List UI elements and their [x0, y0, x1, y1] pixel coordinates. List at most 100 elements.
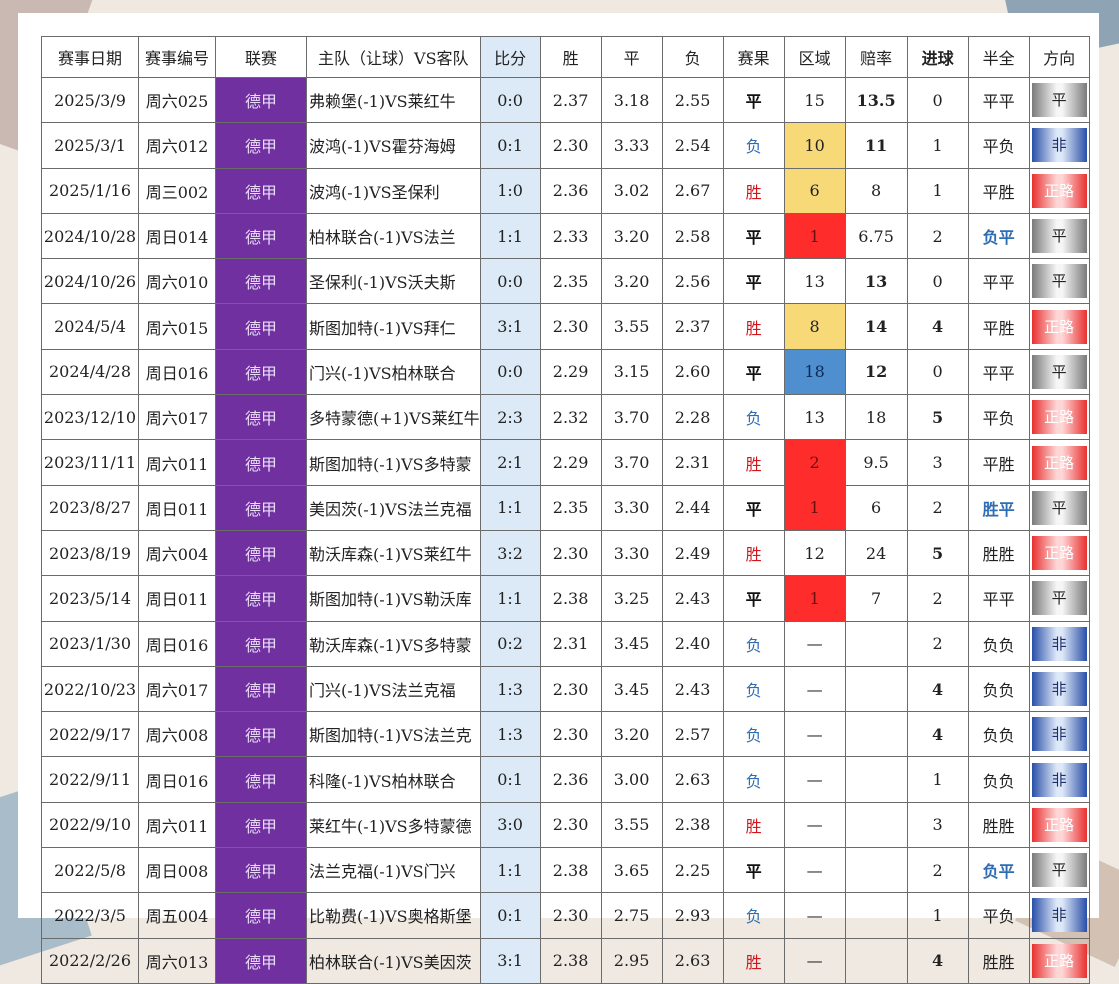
cell-goals: 3 — [906, 801, 969, 849]
cell-goals: 0 — [906, 76, 969, 124]
cell-result: 负 — [722, 620, 785, 667]
cell-score: 3:0 — [479, 801, 541, 849]
cell-score: 0:0 — [479, 76, 541, 124]
direction-badge: 非 — [1031, 717, 1087, 752]
cell-match-id: 周日014 — [138, 212, 216, 260]
cell-result: 胜 — [722, 801, 785, 849]
cell-win-odds: 2.32 — [539, 394, 602, 441]
cell-direction: 正路 — [1028, 937, 1090, 984]
cell-result: 平 — [722, 575, 785, 622]
cell-lose-odds: 2.38 — [661, 801, 724, 849]
cell-teams: 勒沃库森(-1)VS莱红牛 — [306, 529, 481, 577]
direction-badge: 正路 — [1031, 445, 1087, 480]
cell-date: 2023/11/11 — [41, 439, 139, 486]
table-row: 2023/1/30 周日016 德甲 勒沃库森(-1)VS多特蒙 0:2 2.31 3.45… — [41, 620, 1090, 667]
cell-direction: 非 — [1028, 756, 1090, 803]
cell-half-full: 负平 — [967, 212, 1030, 260]
cell-win-odds: 2.35 — [539, 258, 602, 305]
cell-score: 1:1 — [479, 847, 541, 894]
cell-direction: 正路 — [1028, 303, 1090, 350]
cell-payout: 13 — [844, 258, 908, 305]
cell-league: 德甲 — [215, 76, 307, 124]
cell-score: 3:1 — [479, 937, 541, 984]
cell-direction: 平 — [1028, 575, 1090, 622]
cell-payout: 13.5 — [844, 76, 908, 124]
cell-goals: 4 — [906, 711, 969, 758]
cell-payout — [844, 711, 908, 758]
cell-match-id: 周六013 — [138, 937, 216, 984]
cell-match-id: 周六015 — [138, 303, 216, 350]
cell-direction: 非 — [1028, 620, 1090, 667]
table-row: 2024/10/26 周六010 德甲 圣保利(-1)VS沃夫斯 0:0 2.35 3.20… — [41, 258, 1090, 305]
cell-date: 2023/12/10 — [41, 394, 139, 441]
cell-lose-odds: 2.43 — [661, 575, 724, 622]
cell-lose-odds: 2.56 — [661, 258, 724, 305]
cell-match-id: 周六025 — [138, 76, 216, 124]
table-body: 2025/3/9 周六025 德甲 弗赖堡(-1)VS莱红牛 0:0 2.37 3.18 2.… — [41, 76, 1090, 984]
cell-date: 2022/9/10 — [41, 801, 139, 849]
direction-badge: 正路 — [1031, 807, 1087, 842]
header-half-full: 半全 — [967, 36, 1030, 78]
cell-score: 0:2 — [479, 620, 541, 667]
cell-zone: 1 — [783, 212, 846, 260]
cell-goals: 4 — [906, 665, 969, 713]
table-row: 2022/9/11 周日016 德甲 科隆(-1)VS柏林联合 0:1 2.36 3.00 2… — [41, 756, 1090, 803]
cell-teams: 多特蒙德(+1)VS莱红牛 — [306, 394, 481, 441]
cell-win-odds: 2.30 — [539, 122, 602, 169]
cell-half-full: 平平 — [967, 348, 1030, 396]
table-row: 2024/10/28 周日014 德甲 柏林联合(-1)VS法兰 1:1 2.33 3.20… — [41, 212, 1090, 260]
cell-match-id: 周六011 — [138, 801, 216, 849]
cell-payout: 12 — [844, 348, 908, 396]
cell-teams: 柏林联合(-1)VS法兰 — [306, 212, 481, 260]
cell-draw-odds: 3.20 — [600, 711, 663, 758]
cell-match-id: 周六008 — [138, 711, 216, 758]
cell-payout — [844, 847, 908, 894]
cell-goals: 3 — [906, 439, 969, 486]
cell-teams: 波鸿(-1)VS霍芬海姆 — [306, 122, 481, 169]
cell-score: 1:3 — [479, 711, 541, 758]
direction-badge: 平 — [1031, 853, 1087, 888]
cell-date: 2022/2/26 — [41, 937, 139, 984]
cell-zone: 12 — [783, 529, 846, 577]
cell-lose-odds: 2.54 — [661, 122, 724, 169]
header-date: 赛事日期 — [41, 36, 139, 78]
cell-league: 德甲 — [215, 575, 307, 622]
cell-zone: 10 — [783, 122, 846, 169]
cell-result: 平 — [722, 258, 785, 305]
cell-league: 德甲 — [215, 348, 307, 396]
cell-teams: 科隆(-1)VS柏林联合 — [306, 756, 481, 803]
cell-result: 平 — [722, 484, 785, 531]
direction-badge: 正路 — [1031, 309, 1087, 344]
cell-score: 1:1 — [479, 212, 541, 260]
cell-payout — [844, 756, 908, 803]
cell-goals: 4 — [906, 303, 969, 350]
cell-draw-odds: 3.55 — [600, 303, 663, 350]
cell-goals: 0 — [906, 258, 969, 305]
cell-draw-odds: 3.30 — [600, 529, 663, 577]
header-result: 赛果 — [722, 36, 785, 78]
cell-direction: 平 — [1028, 348, 1090, 396]
cell-result: 平 — [722, 76, 785, 124]
cell-league: 德甲 — [215, 258, 307, 305]
cell-win-odds: 2.30 — [539, 711, 602, 758]
cell-teams: 弗赖堡(-1)VS莱红牛 — [306, 76, 481, 124]
cell-score: 0:0 — [479, 348, 541, 396]
cell-match-id: 周五004 — [138, 892, 216, 939]
cell-match-id: 周日011 — [138, 575, 216, 622]
cell-win-odds: 2.33 — [539, 212, 602, 260]
direction-badge: 平 — [1031, 264, 1087, 299]
cell-league: 德甲 — [215, 122, 307, 169]
cell-direction: 正路 — [1028, 801, 1090, 849]
table-row: 2022/10/23 周六017 德甲 门兴(-1)VS法兰克福 1:3 2.30 3.45… — [41, 665, 1090, 713]
cell-match-id: 周日008 — [138, 847, 216, 894]
cell-half-full: 胜胜 — [967, 529, 1030, 577]
cell-lose-odds: 2.55 — [661, 76, 724, 124]
cell-goals: 2 — [906, 847, 969, 894]
cell-goals: 0 — [906, 348, 969, 396]
cell-match-id: 周六017 — [138, 394, 216, 441]
cell-goals: 2 — [906, 620, 969, 667]
cell-zone: — — [783, 847, 846, 894]
cell-direction: 平 — [1028, 212, 1090, 260]
header-win-odds: 胜 — [539, 36, 602, 78]
cell-payout: 24 — [844, 529, 908, 577]
